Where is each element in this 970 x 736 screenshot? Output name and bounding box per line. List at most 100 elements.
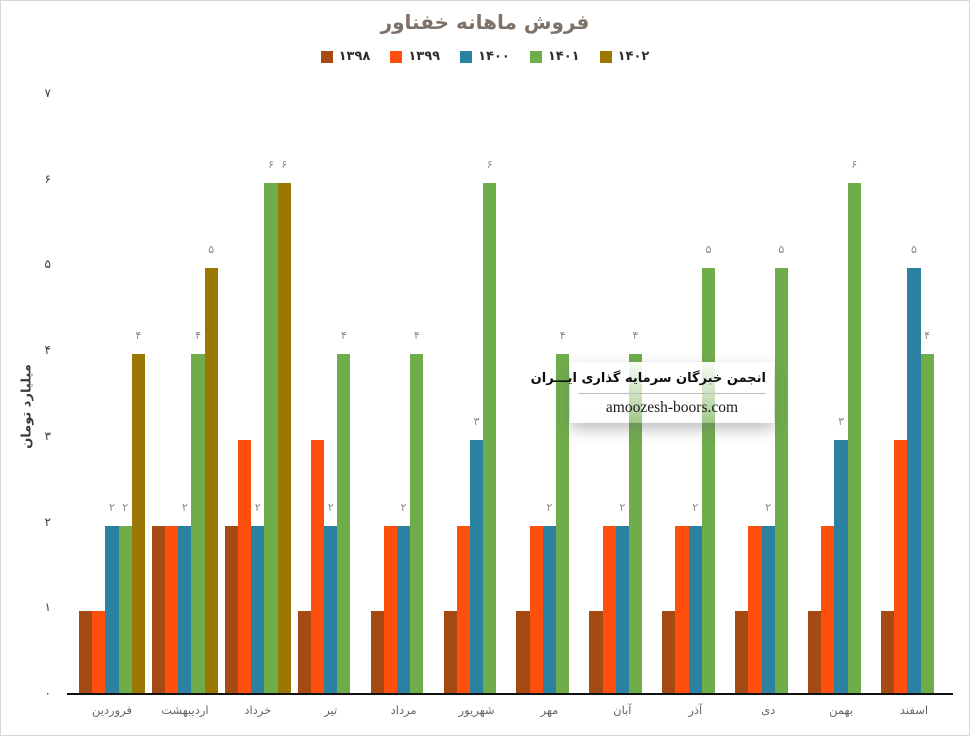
bar (821, 525, 835, 693)
bar-slot: ۶ (847, 93, 861, 693)
bar-slot: ۲ (251, 93, 265, 693)
bar (589, 611, 603, 693)
month-label: دی (761, 703, 776, 717)
y-axis-tick: ۲ (44, 514, 51, 529)
legend-item: ۱۴۰۰ (460, 49, 510, 64)
bar-value-label: ۲ (765, 500, 772, 514)
y-axis-tick: ۱ (44, 600, 51, 615)
bar (907, 268, 921, 693)
bar (880, 611, 895, 693)
bar-slot: ۲ (397, 93, 411, 693)
bar-value-label: ۴ (559, 329, 566, 343)
bar (264, 182, 278, 693)
legend-label: ۱۳۹۸ (338, 49, 371, 64)
bar (324, 525, 338, 693)
bar-value-label: ۵ (705, 243, 712, 257)
bar-value-label: ۲ (181, 500, 188, 514)
bar (251, 525, 265, 693)
bar-value-label: ۶ (486, 157, 493, 171)
legend-label: ۱۳۹۹ (408, 49, 441, 64)
y-axis-tick: ۳ (44, 428, 51, 443)
bar-slot (861, 93, 874, 693)
bar (204, 268, 218, 693)
bar (277, 182, 291, 693)
bar-slot (735, 93, 749, 693)
legend-swatch-icon (390, 50, 403, 63)
legend-item: ۱۳۹۹ (390, 49, 440, 64)
bar-slot (224, 93, 238, 693)
bar-slot (788, 93, 801, 693)
watermark: انجمن خبرگان سرمایه گذاری ایـــران amooz… (531, 362, 774, 423)
y-axis-ticks: ۷ ۶ ۵ ۴ ۳ ۲ ۱ ۰ (1, 1, 59, 735)
legend-item: ۱۳۹۸ (320, 49, 371, 64)
bar (469, 439, 484, 693)
bar-slot (880, 93, 895, 693)
bar-value-label: ۵ (910, 243, 917, 257)
bar-value-label: ۵ (208, 243, 215, 257)
month-label: اردیبهشت (161, 703, 209, 717)
legend-label: ۱۴۰۱ (547, 49, 580, 64)
legend-item: ۱۴۰۱ (529, 49, 580, 64)
bar-slot (675, 93, 689, 693)
bar (834, 439, 848, 693)
month-label: شهریور (458, 703, 495, 717)
bar-group: ۲ ۶ ۶ خرداد (224, 93, 291, 717)
bar-slot (748, 93, 762, 693)
bar (615, 525, 629, 693)
bar (178, 525, 192, 693)
bar-value-label: ۳ (473, 414, 480, 428)
bar-value-label: ۴ (195, 329, 202, 343)
bar-group: ۲ ۴ مرداد (370, 93, 437, 717)
bar-slot (602, 93, 616, 693)
bar-slot (894, 93, 908, 693)
bar (556, 354, 570, 693)
bar-slot: ۲ (178, 93, 192, 693)
bar (894, 439, 908, 693)
bar-slot: ۶ (277, 93, 291, 693)
bar-value-label: ۴ (924, 329, 931, 343)
bar-slot: ۲ (324, 93, 338, 693)
bar (688, 525, 702, 693)
bar-slot: ۴ (628, 93, 643, 693)
bar-slot: ۶ (483, 93, 497, 693)
bar (774, 268, 788, 693)
bar (105, 525, 119, 693)
bar-slot (456, 93, 470, 693)
bar (529, 525, 543, 693)
bar (516, 611, 530, 693)
watermark-title: انجمن خبرگان سرمایه گذاری ایـــران (531, 371, 766, 394)
bar-slot (934, 93, 947, 693)
bar-group: ۲ ۵ دی (735, 93, 801, 717)
bar-slot (310, 93, 325, 693)
bar-value-label: ۲ (254, 500, 261, 514)
bar-slot: ۴ (410, 93, 424, 693)
bar-value-label: ۲ (546, 500, 553, 514)
watermark-url: amoozesh-boors.com (605, 399, 739, 416)
plot-area: ۲ ۲ ۴ فروردین ۲ ۴ ۵ اردیبهشت ۲ ۶ ۶ خرداد ۲ ۴ تیر ۲ ۴ مردا… (67, 93, 953, 717)
bar (224, 525, 238, 693)
bar-value-label: ۲ (327, 500, 334, 514)
month-label: خرداد (244, 703, 272, 717)
bar-group: ۲ ۴ مهر (516, 93, 582, 717)
bar-slot (589, 93, 603, 693)
bar-slot (79, 93, 93, 693)
bar-slot: ۴ (191, 93, 205, 693)
bar-slot: ۲ (761, 93, 775, 693)
bar (297, 611, 311, 693)
bar-slot (516, 93, 530, 693)
month-label: فروردین (91, 703, 133, 717)
bar (920, 354, 934, 693)
legend-label: ۱۴۰۲ (617, 49, 650, 64)
bar-value-label: ۶ (268, 157, 274, 171)
bar-slot (350, 93, 363, 693)
bar (191, 354, 205, 693)
month-label: مهر (540, 703, 559, 717)
bar-slot: ۴ (920, 93, 934, 693)
bar-group: ۲ ۴ آبان (589, 93, 655, 717)
bar-slot (383, 93, 397, 693)
bar-group: ۵ ۴ اسفند (880, 93, 947, 717)
bar-value-label: ۶ (281, 157, 288, 171)
bar-slot: ۴ (337, 93, 351, 693)
bar (410, 354, 424, 693)
bar (761, 525, 775, 693)
